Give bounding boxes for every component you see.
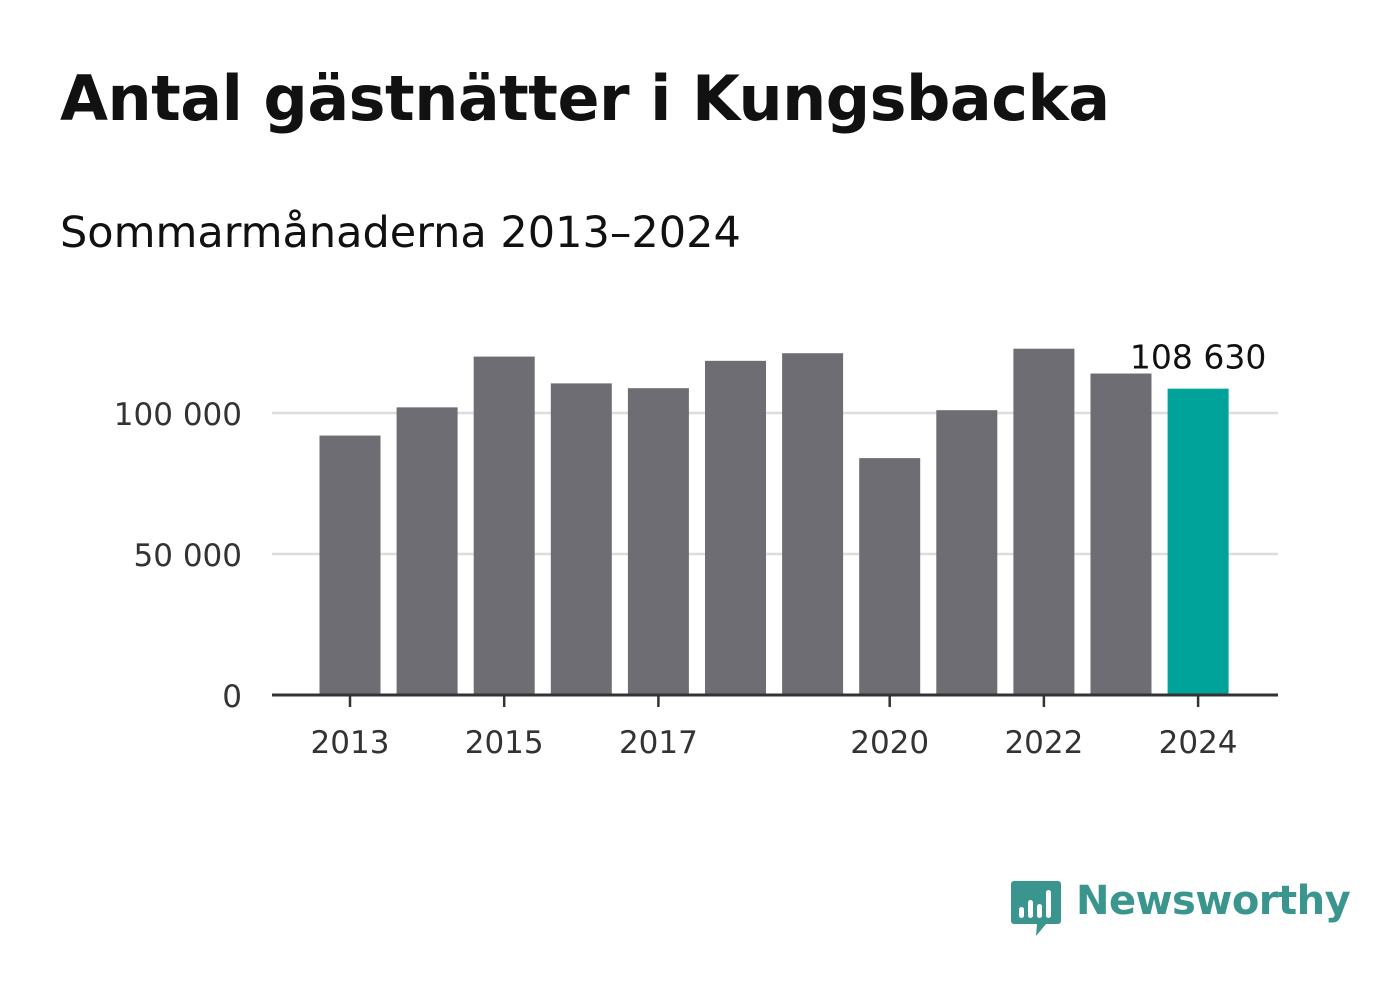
labels: 0 50 000 100 000 2013 2015 2017 2020 2022 2024 10…: [114, 338, 1267, 761]
y-tick-label: 0: [222, 679, 242, 715]
bar-2018: [705, 360, 766, 695]
x-tick-label: 2013: [311, 725, 390, 761]
bar-2023: [1090, 373, 1152, 695]
bar-2014: [396, 407, 458, 695]
x-tick-label: 2017: [619, 725, 698, 761]
x-tick-label: 2022: [1004, 725, 1083, 761]
bar-2021: [936, 410, 998, 695]
newsworthy-logo: Newsworthy: [1010, 878, 1351, 942]
axes: [272, 693, 1278, 707]
y-tick-label: 100 000: [114, 397, 242, 433]
chart-subtitle: Sommarmånaderna 2013–2024: [60, 208, 741, 258]
bar-2016: [550, 383, 612, 695]
bars: [319, 348, 1229, 695]
newsworthy-chart-bubble-icon: [1011, 881, 1061, 936]
bar-2015: [473, 356, 535, 695]
bar-2017: [627, 388, 689, 695]
bar-2013: [319, 435, 381, 695]
brand-name: Newsworthy: [1076, 878, 1351, 924]
x-tick-label: 2024: [1159, 725, 1238, 761]
bar-2019: [782, 353, 844, 695]
x-tick-label: 2015: [465, 725, 544, 761]
bar-2024: [1167, 388, 1229, 695]
bar-chart: 0 50 000 100 000 2013 2015 2017 2020 2022 2024 10…: [114, 338, 1278, 761]
chart-title: Antal gästnätter i Kungsbacka: [60, 62, 1110, 135]
data-label: 108 630: [1130, 338, 1266, 377]
bar-2022: [1013, 348, 1075, 695]
x-tick-label: 2020: [850, 725, 929, 761]
y-tick-label: 50 000: [134, 538, 242, 574]
bar-2020: [859, 458, 921, 695]
